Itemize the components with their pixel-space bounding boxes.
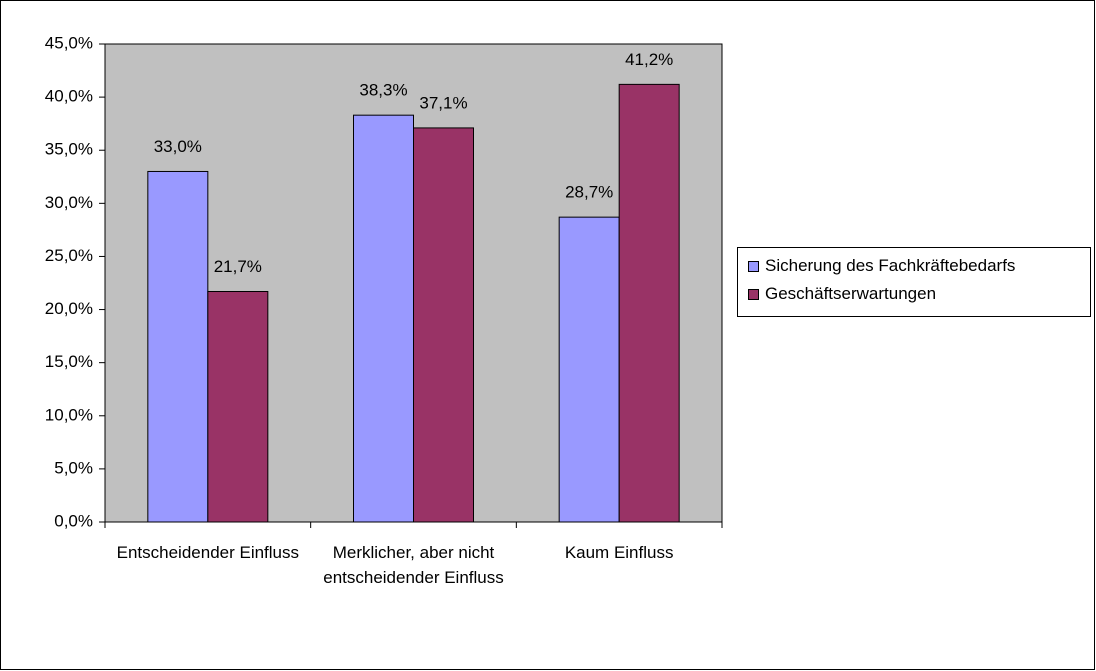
- bar: [147, 170, 209, 523]
- y-tick-label: 10,0%: [45, 405, 93, 424]
- data-label: 38,3%: [359, 81, 407, 100]
- data-label: 37,1%: [419, 93, 467, 112]
- data-label: 33,0%: [154, 137, 202, 156]
- y-tick-label: 15,0%: [45, 352, 93, 371]
- legend-label: Sicherung des Fachkräftebedarfs: [765, 256, 1016, 275]
- y-tick-label: 30,0%: [45, 193, 93, 212]
- data-label: 21,7%: [214, 257, 262, 276]
- y-tick-label: 45,0%: [45, 33, 93, 52]
- y-tick-label: 25,0%: [45, 246, 93, 265]
- bar: [558, 216, 620, 523]
- legend-swatch: [748, 260, 759, 272]
- data-label: 28,7%: [565, 183, 613, 202]
- y-tick-label: 35,0%: [45, 140, 93, 159]
- bar: [413, 127, 474, 523]
- legend: Sicherung des Fachkräftebedarfs Geschäfts…: [737, 247, 1091, 317]
- x-tick-label: Entscheidender Einfluss: [116, 543, 300, 562]
- legend-item: Geschäftserwartungen: [748, 284, 936, 304]
- x-tick-label: Kaum Einfluss: [564, 543, 674, 562]
- x-tick-label: Merklicher, aber nicht entscheidender Ei…: [323, 543, 504, 587]
- y-tick-label: 20,0%: [45, 299, 93, 318]
- bar: [207, 290, 269, 523]
- bar: [618, 83, 680, 523]
- legend-item: Sicherung des Fachkräftebedarfs: [748, 256, 1015, 276]
- legend-swatch: [748, 288, 759, 300]
- data-label: 41,2%: [625, 50, 673, 69]
- bar: [353, 114, 414, 523]
- legend-label: Geschäftserwartungen: [765, 284, 937, 303]
- y-tick-label: 5,0%: [54, 458, 93, 477]
- y-tick-label: 40,0%: [45, 87, 93, 106]
- y-tick-label: 0,0%: [54, 511, 93, 530]
